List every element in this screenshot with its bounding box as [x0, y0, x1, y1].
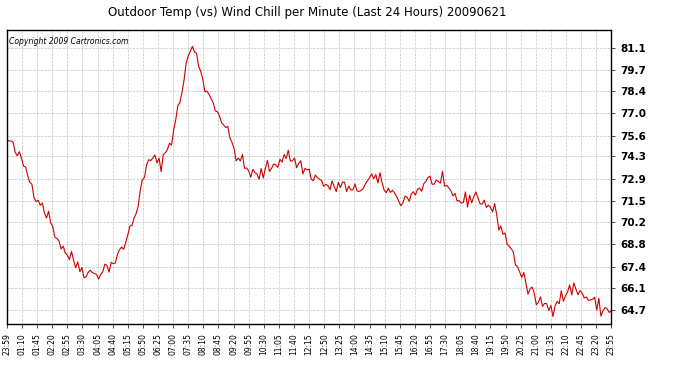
- Text: Copyright 2009 Cartronics.com: Copyright 2009 Cartronics.com: [10, 38, 129, 46]
- Text: Outdoor Temp (vs) Wind Chill per Minute (Last 24 Hours) 20090621: Outdoor Temp (vs) Wind Chill per Minute …: [108, 6, 506, 19]
